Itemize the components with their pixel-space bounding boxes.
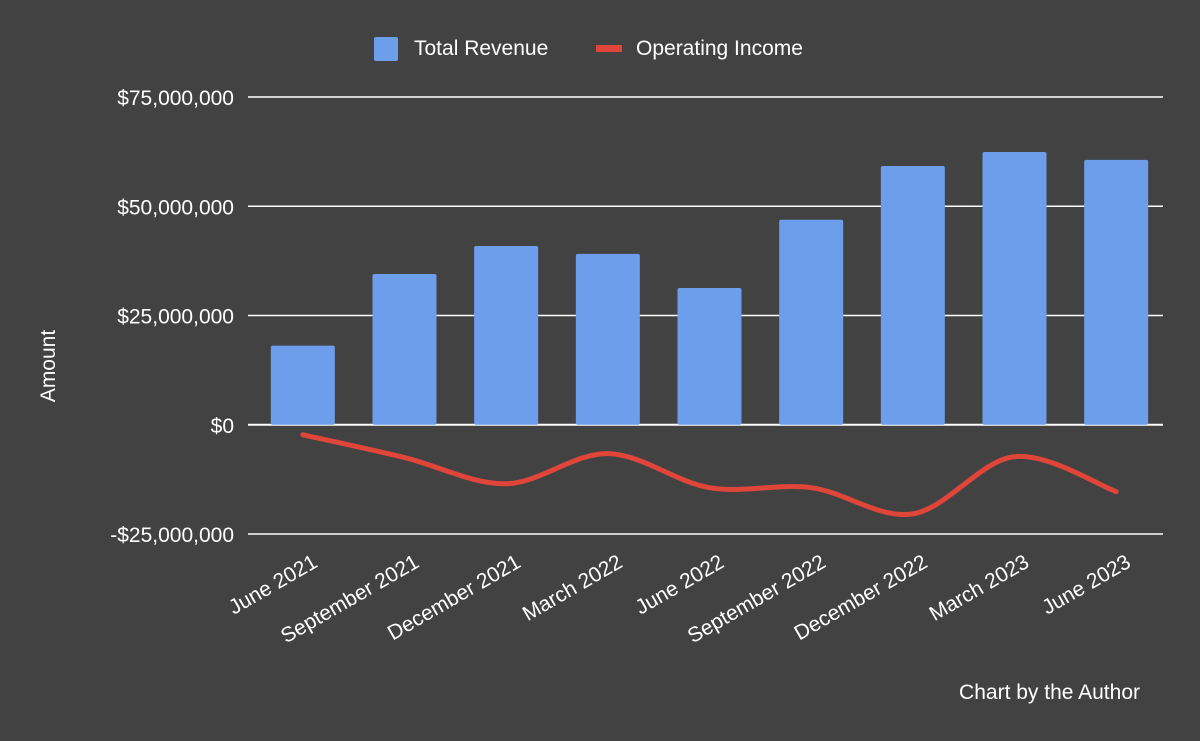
bar-total-revenue: [575, 253, 640, 425]
y-tick-label: $25,000,000: [117, 306, 234, 329]
bar-total-revenue: [270, 345, 335, 425]
y-axis-label: Amount: [37, 330, 60, 403]
legend-label-operating-income: Operating Income: [636, 37, 803, 60]
y-tick-label: $50,000,000: [117, 196, 234, 219]
legend-swatch-operating-income: [596, 45, 622, 52]
legend: Total Revenue Operating Income: [374, 37, 803, 61]
bar-total-revenue: [982, 152, 1047, 425]
bar-total-revenue: [1084, 159, 1149, 425]
chart-annotation: Chart by the Author: [959, 681, 1140, 704]
bar-total-revenue: [779, 219, 844, 425]
x-tick-label: March 2023: [925, 550, 1033, 625]
bar-total-revenue: [474, 246, 539, 425]
x-tick-label: June 2023: [1038, 550, 1134, 619]
line-series: [300, 432, 1119, 518]
y-tick-label: $0: [211, 415, 234, 438]
legend-swatch-total-revenue: [374, 37, 398, 61]
bar-total-revenue: [372, 273, 437, 425]
x-tick-label: June 2021: [225, 550, 321, 619]
line-operating-income: [300, 432, 1119, 518]
y-tick-label: -$25,000,000: [110, 524, 234, 547]
bars: [270, 152, 1149, 425]
y-axis-ticks: -$25,000,000 $0 $25,000,000 $50,000,000 $75,…: [110, 87, 234, 547]
x-tick-label: June 2022: [632, 550, 728, 619]
bar-total-revenue: [677, 287, 742, 425]
bar-total-revenue: [880, 166, 945, 425]
x-tick-label: March 2022: [519, 550, 627, 625]
legend-label-total-revenue: Total Revenue: [414, 37, 548, 60]
y-tick-label: $75,000,000: [117, 87, 234, 110]
